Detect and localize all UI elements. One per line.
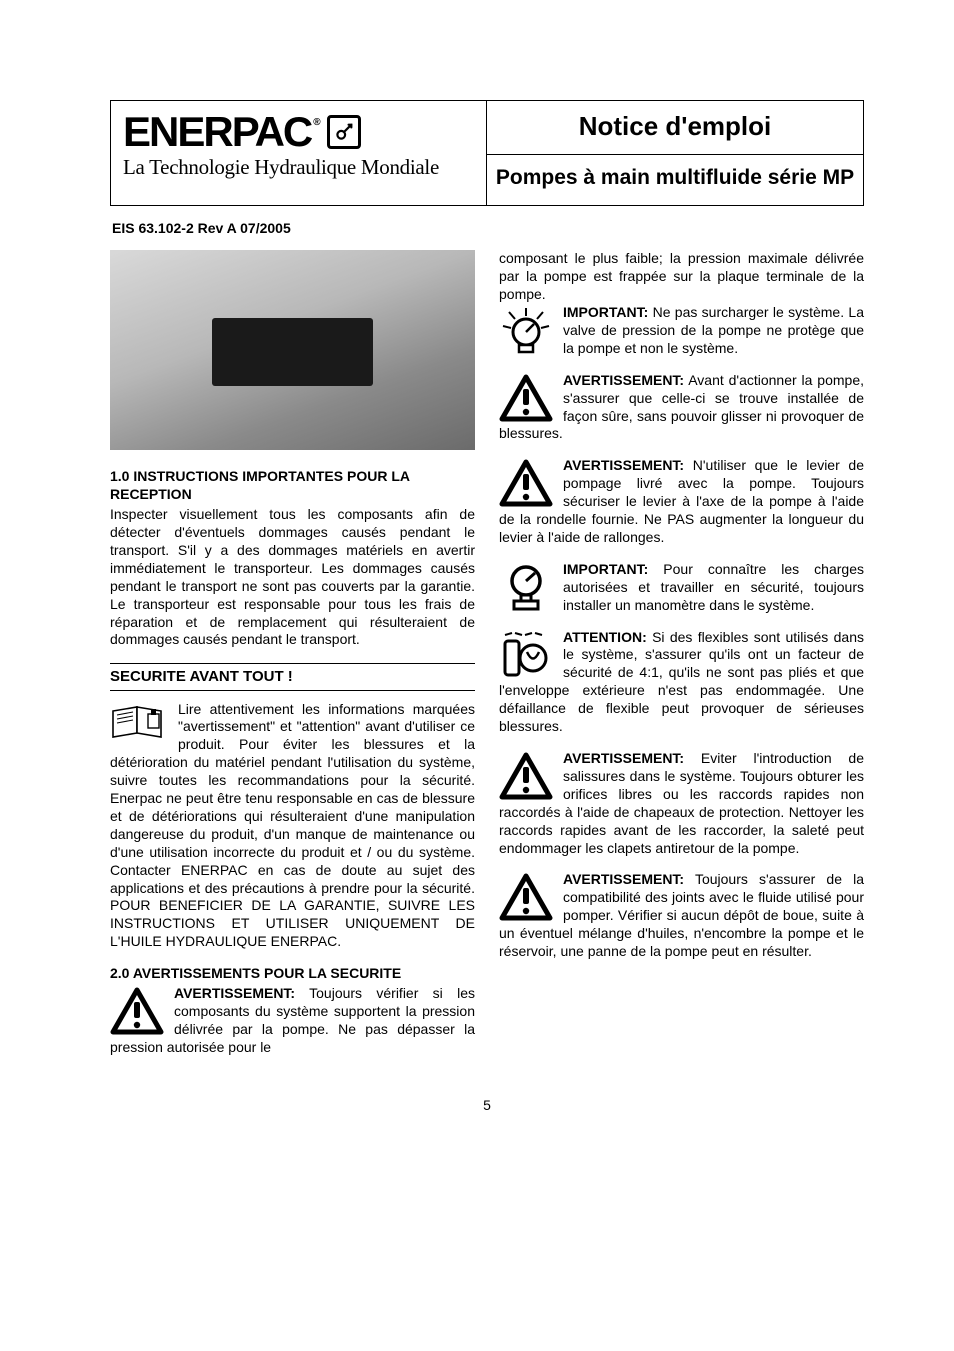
warning-1-text: AVERTISSEMENT: Toujours vérifier si les …	[110, 985, 475, 1057]
logo-wordmark: ENERPAC	[123, 111, 311, 153]
safety-heading: SECURITE AVANT TOUT !	[110, 663, 475, 690]
col2-lead-text: composant le plus faible; la pression ma…	[499, 250, 864, 304]
logo-tagline: La Technologie Hydraulique Mondiale	[123, 155, 474, 180]
page-number: 5	[110, 1097, 864, 1113]
logo-cell: ENERPAC ® La Technologie Hydraulique Mon…	[111, 101, 487, 205]
warning-5-block: AVERTISSEMENT: Toujours s'assurer de la …	[499, 871, 864, 961]
important-1-block: IMPORTANT: Ne pas surcharger le système.…	[499, 304, 864, 358]
safety-intro-block: Lire attentivement les informations marq…	[110, 701, 475, 952]
important-2-text: IMPORTANT: Pour connaître les charges au…	[499, 561, 864, 615]
warning-triangle-icon	[110, 987, 164, 1035]
product-photo	[110, 250, 475, 450]
burst-gauge-icon	[499, 306, 553, 354]
doc-id: EIS 63.102-2 Rev A 07/2005	[112, 220, 864, 236]
warning-triangle-icon	[499, 459, 553, 507]
doc-title: Notice d'emploi	[495, 111, 855, 142]
warning-triangle-icon	[499, 374, 553, 422]
gauge-icon	[499, 563, 553, 611]
warning-3-block: AVERTISSEMENT: N'utiliser que le levier …	[499, 457, 864, 547]
registered-mark: ®	[313, 117, 320, 128]
header-frame: ENERPAC ® La Technologie Hydraulique Mon…	[110, 100, 864, 206]
warning-4-block: AVERTISSEMENT: Eviter l'introduction de …	[499, 750, 864, 857]
section-1-body: Inspecter visuellement tous les composan…	[110, 506, 475, 649]
section-2-heading: 2.0 AVERTISSEMENTS POUR LA SECURITE	[110, 965, 475, 983]
warning-1-block: AVERTISSEMENT: Toujours vérifier si les …	[110, 985, 475, 1057]
doc-subtitle: Pompes à main multifluide série MP	[495, 165, 855, 191]
body-columns: 1.0 INSTRUCTIONS IMPORTANTES POUR LA REC…	[110, 250, 864, 1070]
warning-2-block: AVERTISSEMENT: Avant d'actionner la pomp…	[499, 372, 864, 444]
warning-triangle-icon	[499, 873, 553, 921]
warning-2-text: AVERTISSEMENT: Avant d'actionner la pomp…	[499, 372, 864, 444]
warning-triangle-icon	[499, 752, 553, 800]
warning-4-text: AVERTISSEMENT: Eviter l'introduction de …	[499, 750, 864, 857]
attention-block: ATTENTION: Si des flexibles sont utilisé…	[499, 629, 864, 736]
attention-text: ATTENTION: Si des flexibles sont utilisé…	[499, 629, 864, 736]
hose-burst-icon	[499, 631, 553, 679]
logo-badge-icon	[327, 115, 361, 149]
important-1-text: IMPORTANT: Ne pas surcharger le système.…	[499, 304, 864, 358]
section-1-heading: 1.0 INSTRUCTIONS IMPORTANTES POUR LA REC…	[110, 468, 475, 504]
important-2-block: IMPORTANT: Pour connaître les charges au…	[499, 561, 864, 615]
manual-icon	[110, 703, 168, 739]
warning-5-text: AVERTISSEMENT: Toujours s'assurer de la …	[499, 871, 864, 961]
warning-3-text: AVERTISSEMENT: N'utiliser que le levier …	[499, 457, 864, 547]
